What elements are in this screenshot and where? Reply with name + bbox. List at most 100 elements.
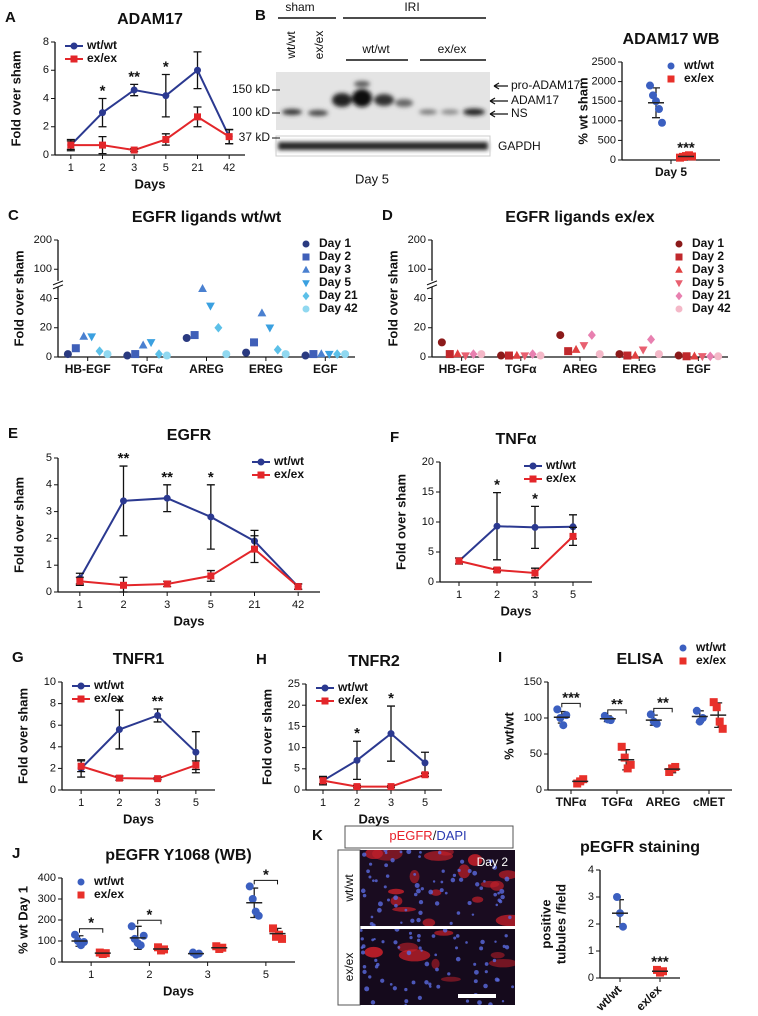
line-point: [387, 783, 395, 791]
chart-title: ADAM17: [117, 11, 183, 28]
dapi-nucleus: [362, 964, 367, 969]
y-tick-label: 15: [288, 720, 300, 732]
x-tick-label: AREG: [646, 795, 681, 809]
line-point: [455, 557, 463, 565]
data-point: [254, 911, 263, 920]
treatment-label: sham: [285, 0, 314, 14]
data-point: [131, 350, 140, 359]
legend-label: ex/ex: [684, 71, 714, 85]
dapi-nucleus: [370, 1000, 376, 1005]
dapi-nucleus: [424, 961, 430, 967]
y-tick-label: 100: [524, 712, 542, 724]
panel-letter: D: [382, 207, 393, 224]
legend-marker: [257, 471, 265, 479]
dapi-nucleus: [377, 907, 382, 913]
dapi-nucleus: [385, 874, 390, 878]
size-marker: 37 kD: [239, 130, 271, 144]
data-point: [654, 350, 663, 359]
dapi-nucleus: [497, 891, 500, 895]
x-tick-label: 3: [155, 797, 161, 809]
dapi-nucleus: [508, 915, 512, 920]
band: [352, 89, 372, 107]
legend-marker: [302, 280, 310, 288]
y-axis-label: % wt sham: [575, 77, 590, 144]
y-tick-label: 10: [44, 676, 56, 688]
y-tick-label: 100: [38, 935, 56, 947]
legend-label: wt/wt: [683, 58, 714, 72]
x-tick-label: 21: [248, 599, 260, 611]
chart-title: EGFR ligands wt/wt: [132, 209, 282, 226]
dapi-nucleus: [504, 945, 510, 950]
line-point: [76, 577, 84, 585]
x-tick-label: 5: [163, 162, 169, 174]
x-tick-label: 3: [205, 969, 211, 981]
pegfr-signal: [471, 896, 484, 903]
dapi-nucleus: [387, 898, 391, 902]
x-tick-label: TGFα: [601, 795, 633, 809]
legend-label: Day 21: [692, 288, 731, 302]
image-content: [360, 850, 515, 926]
legend-label: Day 3: [692, 262, 724, 276]
dapi-nucleus: [362, 893, 367, 898]
data-point: [553, 705, 562, 714]
chart-title: ADAM17 WB: [623, 31, 720, 48]
legend-marker: [302, 265, 310, 273]
data-point: [445, 350, 454, 359]
data-point: [469, 349, 478, 359]
line-point: [225, 133, 233, 141]
x-tick-label: Day 5: [655, 165, 687, 179]
y-tick-label: 8: [50, 698, 56, 710]
dapi-nucleus: [409, 935, 413, 940]
pegfr-signal: [490, 951, 505, 959]
dapi-nucleus: [500, 894, 505, 900]
line-point: [194, 113, 201, 121]
data-point: [103, 350, 112, 359]
dapi-nucleus: [399, 850, 403, 854]
x-tick-label: 2: [99, 162, 105, 174]
legend-label: Day 1: [319, 236, 351, 250]
legend-marker: [679, 644, 687, 652]
x-tick-label: AREG: [563, 362, 598, 376]
data-point: [655, 105, 663, 114]
dapi-nucleus: [394, 903, 398, 908]
x-tick-label: 1: [77, 599, 83, 611]
dapi-nucleus: [418, 855, 421, 859]
x-tick-label: 42: [223, 162, 235, 174]
dapi-nucleus: [404, 987, 408, 992]
band: [332, 93, 352, 107]
significance-bracket: [561, 702, 581, 708]
y-axis-label: % wt Day 1: [15, 886, 30, 954]
data-point: [714, 352, 723, 361]
legend-marker: [667, 75, 675, 83]
dapi-nucleus: [457, 868, 461, 873]
data-point: [630, 350, 640, 359]
band-label: ADAM17: [511, 93, 559, 107]
legend-marker: [675, 280, 683, 288]
x-tick-label: HB-EGF: [439, 362, 485, 376]
y-tick-label: 200: [408, 234, 426, 246]
y-axis-label: Fold over sham: [385, 250, 400, 346]
legend-label: Day 5: [692, 275, 724, 289]
data-point: [265, 324, 275, 333]
data-point: [95, 346, 104, 356]
y-tick-label: 20: [422, 456, 434, 468]
legend-marker: [675, 253, 683, 261]
significance-label: **: [128, 68, 140, 85]
chart-title: TNFR2: [348, 653, 400, 670]
y-tick-label: 0: [420, 351, 426, 363]
y-tick-label: 6: [43, 64, 49, 76]
line-point: [115, 726, 123, 734]
dapi-nucleus: [494, 977, 499, 982]
line-point: [421, 759, 429, 767]
significance-label: *: [532, 490, 538, 507]
y-tick-label: 5: [46, 452, 52, 464]
dapi-nucleus: [455, 956, 461, 962]
panel-letter: K: [312, 827, 323, 844]
dapi-nucleus: [467, 900, 472, 906]
legend-marker: [302, 291, 310, 301]
dapi-nucleus: [488, 859, 493, 863]
group-label: ex/ex: [438, 42, 467, 56]
significance-label: *: [208, 469, 214, 486]
data-point: [278, 934, 287, 943]
legend-marker: [77, 878, 85, 886]
